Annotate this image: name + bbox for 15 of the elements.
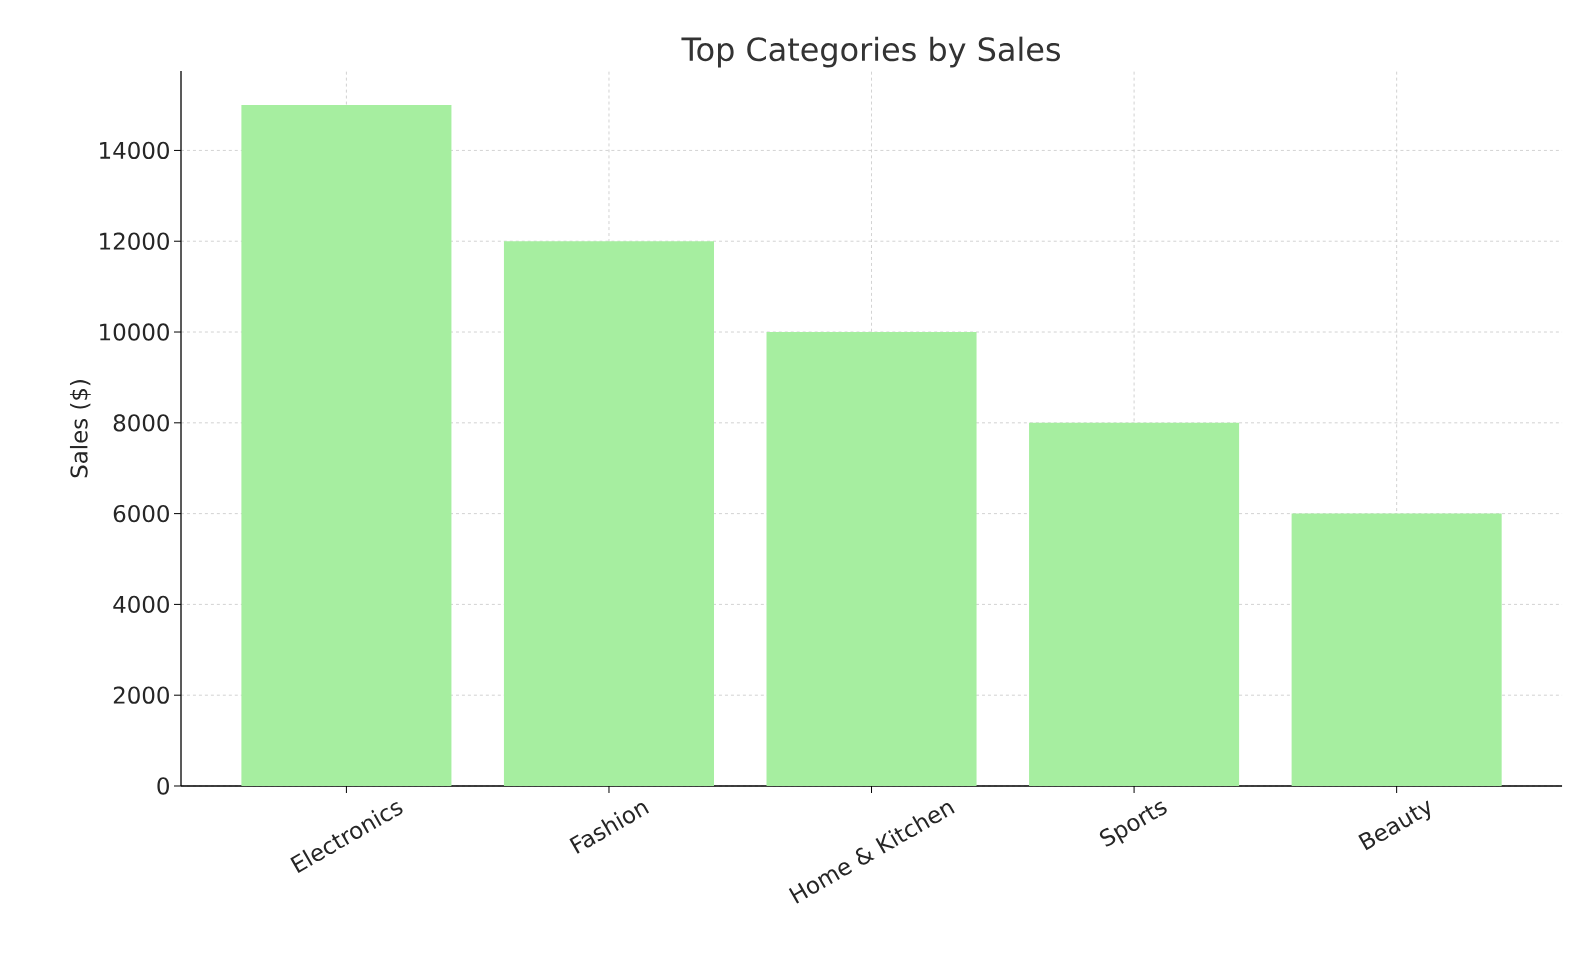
y-tick-label: 12000 [100,232,169,250]
y-tick-label: 2000 [113,686,169,704]
y-axis-title: Sales ($) [69,380,91,478]
y-tick-label: 0 [157,777,169,795]
bar [766,332,977,786]
bar [1029,422,1240,786]
y-tick-label: 6000 [113,504,169,523]
y-tick-label: 14000 [100,141,169,160]
chart-title: Top Categories by Sales [681,36,1060,68]
bar [241,105,452,786]
bar [503,241,714,786]
y-tick-label: 4000 [113,595,169,614]
y-tick-label: 8000 [113,414,169,432]
bar [1291,513,1502,786]
y-tick-label: 10000 [100,323,169,341]
